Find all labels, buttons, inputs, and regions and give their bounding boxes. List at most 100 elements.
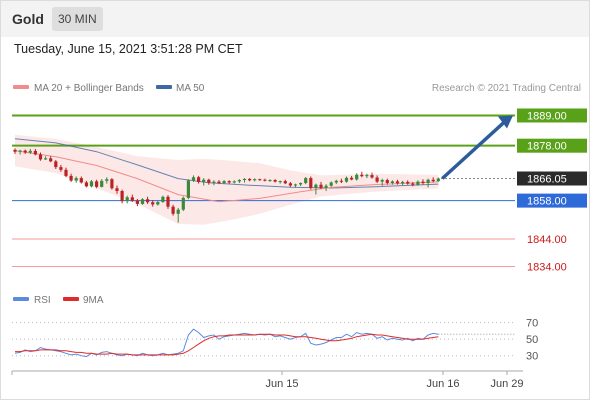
candle-body [84, 182, 88, 187]
credit-text: Research © 2021 Trading Central [432, 83, 581, 94]
candle-body [120, 191, 124, 202]
candle-body [38, 154, 43, 160]
candle-body [207, 179, 211, 183]
candle-body [421, 181, 425, 184]
rsi-tick-label: 70 [526, 318, 538, 330]
ma20-legend-label: MA 20 + Bollinger Bands [34, 83, 144, 94]
candle-body [89, 181, 94, 187]
support-label: 1844.00 [527, 234, 567, 246]
candle-body [18, 150, 22, 152]
candle-body [395, 181, 400, 184]
candle-body [253, 179, 257, 181]
candle-body [202, 179, 206, 182]
candle-body [350, 177, 354, 180]
candle-body [283, 181, 287, 184]
bollinger-band [15, 134, 439, 225]
candle-body [161, 196, 165, 202]
candle-body [44, 158, 48, 160]
x-tick-label: Jun 29 [490, 378, 523, 390]
rsi-legend-label: RSI [34, 295, 51, 306]
candle-body [232, 181, 236, 183]
candle-body [375, 177, 379, 182]
candle-body [258, 179, 262, 181]
instrument-title: Gold [12, 11, 44, 27]
candle-body [411, 183, 415, 185]
candle-body [304, 178, 308, 184]
candle-body [242, 178, 247, 181]
candle-body [416, 181, 420, 185]
resistance-tag [517, 138, 587, 153]
candle-body [23, 150, 27, 153]
level-labels: 1889.00 1878.00 1866.05 1858.00 1844.00 1834.… [517, 108, 587, 274]
ma50-legend-label: MA 50 [176, 83, 205, 94]
candle-body [171, 206, 175, 214]
forecast-arrow-head [498, 115, 513, 129]
candle-body [176, 209, 180, 214]
rsi-tick-label: 50 [526, 334, 538, 346]
candle-body [380, 180, 384, 182]
candle-body [324, 185, 328, 188]
candle-body [360, 174, 364, 177]
candle-body [217, 181, 221, 184]
candle-body [329, 182, 333, 186]
candle-body [344, 177, 349, 182]
candle-body [13, 149, 17, 152]
candle-body [100, 180, 104, 187]
candle-body [49, 158, 53, 162]
timeframe-badge[interactable]: 30 MIN [52, 7, 103, 31]
price-plot [12, 114, 515, 268]
candle-body [115, 188, 119, 191]
candle-body [135, 200, 139, 204]
candle-body [181, 197, 185, 210]
rsi-ma-line [15, 333, 439, 356]
candle-body [59, 167, 63, 170]
candle-body [227, 181, 231, 183]
candle-body [212, 181, 216, 183]
forecast-arrow [441, 120, 507, 180]
candle-body [186, 180, 190, 198]
ma20-line [14, 150, 439, 203]
candle-body [28, 150, 32, 153]
candle-body [33, 150, 37, 155]
candle-body [130, 197, 134, 201]
candle-body [401, 181, 405, 184]
resistance-tag [517, 108, 587, 123]
candle-body [237, 180, 241, 182]
ma50-legend-swatch [156, 85, 172, 89]
candle-body [426, 179, 430, 184]
candle-body [110, 179, 114, 189]
resistance-label: 1889.00 [527, 110, 567, 122]
candle-body [197, 177, 201, 182]
candle-body [406, 181, 410, 184]
candle-body [299, 183, 303, 185]
candle-body [390, 181, 394, 184]
candle-body [248, 178, 252, 181]
candle-body [319, 184, 323, 188]
candle-body [288, 183, 292, 186]
ma9-legend-label: 9MA [83, 295, 104, 306]
candle-body [105, 179, 109, 181]
candle-body [125, 197, 129, 202]
candle-body [79, 178, 83, 183]
candle-body [54, 161, 58, 168]
support-label: 1834.00 [527, 262, 567, 274]
rsi-line [14, 328, 439, 358]
candle-body [156, 201, 160, 205]
rsi-legend-swatch [13, 297, 29, 301]
ma9-legend-swatch [63, 297, 79, 301]
last-price-tag [517, 171, 587, 186]
candle-body [268, 180, 272, 182]
candle-body [74, 178, 78, 181]
x-tick-label: Jun 16 [426, 378, 459, 390]
candle-body [95, 181, 99, 187]
last-price-label: 1866.05 [527, 174, 567, 186]
candle-body [69, 175, 73, 181]
candle-body [334, 180, 338, 183]
x-axis: Jun 15 Jun 16 Jun 29 [11, 371, 524, 390]
candle-body [339, 180, 343, 182]
pivot-label: 1858.00 [527, 196, 567, 208]
candle-body [166, 196, 170, 207]
candle-body [191, 177, 196, 181]
